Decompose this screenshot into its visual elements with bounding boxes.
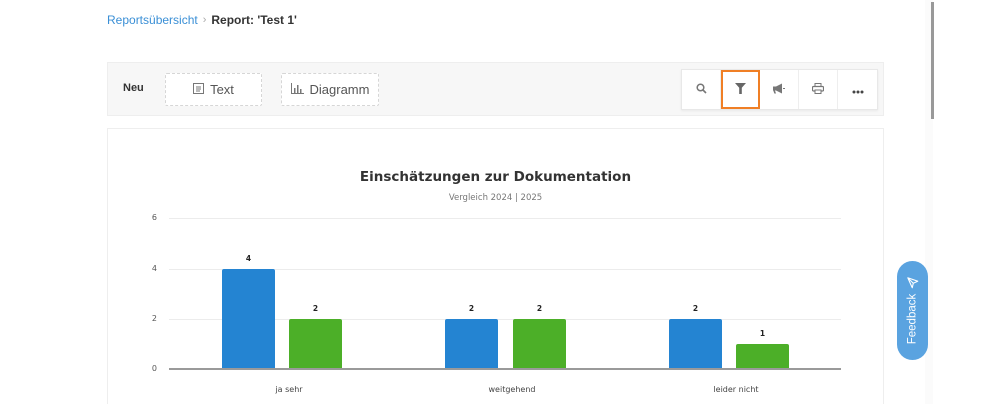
x-axis-line bbox=[169, 368, 841, 370]
breadcrumb-reports-overview-link[interactable]: Reportsübersicht bbox=[107, 13, 198, 27]
report-toolbar: Neu Text Diagramm bbox=[107, 62, 884, 116]
bar-value-label: 4 bbox=[245, 254, 252, 263]
print-icon bbox=[811, 81, 825, 99]
more-dots-icon bbox=[852, 81, 864, 99]
megaphone-icon bbox=[773, 81, 785, 99]
announce-button[interactable] bbox=[760, 70, 799, 109]
breadcrumb-current: Report: 'Test 1' bbox=[211, 13, 297, 27]
more-button[interactable] bbox=[838, 70, 877, 109]
y-tick: 6 bbox=[151, 213, 157, 222]
search-button[interactable] bbox=[682, 70, 721, 109]
y-tick: 2 bbox=[151, 314, 157, 323]
chart-title: Einschätzungen zur Dokumentation bbox=[359, 169, 632, 185]
filter-button[interactable] bbox=[721, 70, 760, 109]
new-label: Neu bbox=[123, 82, 144, 94]
bar-2025-weitgehend[interactable] bbox=[513, 319, 566, 369]
x-category-label: leider nicht bbox=[713, 385, 759, 394]
gridline bbox=[169, 269, 841, 270]
bar-2024-weitgehend[interactable] bbox=[445, 319, 498, 369]
feedback-button[interactable]: Feedback bbox=[897, 261, 928, 360]
print-button[interactable] bbox=[799, 70, 838, 109]
chart-subtitle: Vergleich 2024 | 2025 bbox=[448, 193, 543, 203]
action-button-group bbox=[681, 69, 878, 110]
bar-chart: 6 4 2 0 4 2 2 2 2 1 ja sehr weitgehend bbox=[108, 129, 885, 404]
y-tick: 0 bbox=[151, 364, 157, 373]
paper-plane-icon bbox=[907, 277, 919, 289]
x-category-label: weitgehend bbox=[488, 385, 536, 394]
breadcrumb-separator-icon: › bbox=[202, 14, 207, 26]
text-block-icon bbox=[193, 82, 205, 97]
add-text-label: Text bbox=[210, 82, 234, 97]
bar-value-label: 2 bbox=[692, 304, 699, 313]
x-category-label: ja sehr bbox=[275, 385, 303, 394]
search-icon bbox=[695, 81, 707, 99]
page-edge bbox=[925, 0, 933, 404]
breadcrumb: Reportsübersicht › Report: 'Test 1' bbox=[107, 13, 297, 27]
feedback-label: Feedback bbox=[906, 293, 919, 344]
gridline bbox=[169, 218, 841, 219]
bar-2025-ja-sehr[interactable] bbox=[289, 319, 342, 369]
add-diagram-button[interactable]: Diagramm bbox=[281, 73, 379, 106]
bar-value-label: 2 bbox=[536, 304, 543, 313]
bar-chart-icon bbox=[290, 82, 304, 97]
bar-2024-leider-nicht[interactable] bbox=[669, 319, 722, 369]
vertical-scrollbar[interactable] bbox=[931, 2, 934, 119]
y-tick: 4 bbox=[151, 264, 157, 273]
bar-value-label: 2 bbox=[312, 304, 319, 313]
bar-2024-ja-sehr[interactable] bbox=[222, 269, 275, 369]
bar-2025-leider-nicht[interactable] bbox=[736, 344, 789, 369]
filter-icon bbox=[735, 81, 746, 99]
bar-value-label: 2 bbox=[468, 304, 475, 313]
add-text-button[interactable]: Text bbox=[165, 73, 262, 106]
chart-card: Einschätzungen zur Dokumentation Verglei… bbox=[107, 128, 884, 404]
add-diagram-label: Diagramm bbox=[309, 82, 370, 97]
bar-value-label: 1 bbox=[759, 329, 766, 338]
gridline bbox=[169, 319, 841, 320]
